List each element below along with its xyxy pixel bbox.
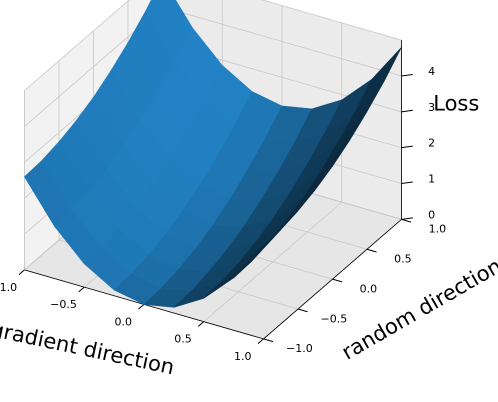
tick-mark xyxy=(401,109,413,113)
tick-mark xyxy=(297,308,308,313)
tick-mark xyxy=(197,321,205,327)
x-tick-label: −0.5 xyxy=(50,298,77,311)
tick-mark xyxy=(78,286,85,293)
tick-mark xyxy=(138,304,145,310)
x-axis-label: gradient direction xyxy=(0,317,176,379)
tick-mark xyxy=(332,278,343,283)
tick-mark xyxy=(401,218,412,223)
x-tick-label: 0.0 xyxy=(115,315,133,328)
z-axis-label: Loss xyxy=(433,92,479,116)
y-tick-label: 0.0 xyxy=(360,282,378,295)
x-tick-label: −1.0 xyxy=(0,281,17,294)
tick-mark xyxy=(401,73,413,77)
y-tick-label: −1.0 xyxy=(286,342,313,355)
y-tick-label: 0.5 xyxy=(394,253,412,266)
axis-line xyxy=(263,219,402,340)
tick-mark xyxy=(401,181,413,185)
tick-mark xyxy=(257,338,264,345)
z-tick-label: 0 xyxy=(428,208,435,221)
z-tick-label: 2 xyxy=(428,137,435,150)
y-tick-label: 1.0 xyxy=(429,223,447,236)
tick-mark xyxy=(401,145,413,149)
y-axis-label: random direction xyxy=(338,254,498,365)
y-tick-label: −0.5 xyxy=(321,312,348,325)
z-tick-label: 1 xyxy=(428,172,435,185)
surface-patch xyxy=(233,229,282,279)
tick-mark xyxy=(366,248,377,253)
x-tick-label: 0.5 xyxy=(174,333,192,346)
tick-mark xyxy=(401,217,413,220)
tick-mark xyxy=(18,269,25,276)
z-tick-label: 4 xyxy=(428,65,435,78)
z-tick-label: 3 xyxy=(428,101,435,114)
grid-line xyxy=(162,6,402,77)
x-tick-label: 1.0 xyxy=(234,350,252,363)
tick-mark xyxy=(263,338,274,343)
